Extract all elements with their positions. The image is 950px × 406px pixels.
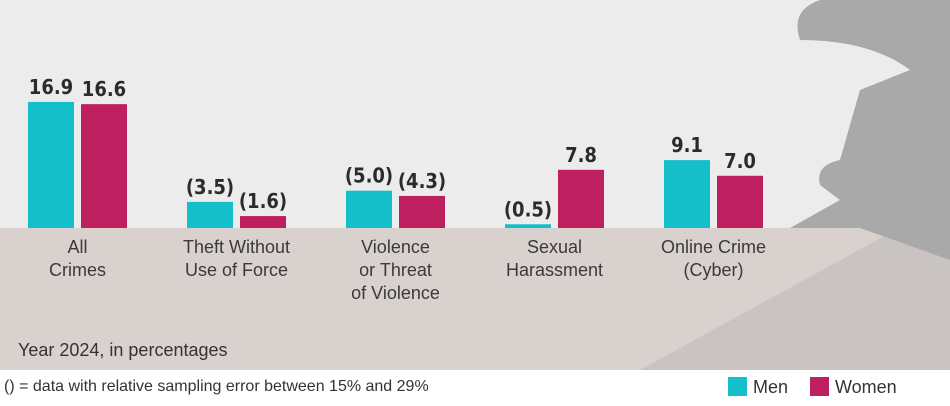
value-label: 9.1: [671, 133, 703, 157]
bar: [717, 176, 763, 228]
value-label: (4.3): [398, 169, 446, 193]
value-label: (5.0): [345, 164, 393, 188]
value-label: 7.0: [724, 149, 756, 173]
x-tick-label: Sexual Harassment: [480, 236, 630, 282]
legend-item: Women: [810, 377, 897, 398]
legend-swatch: [810, 377, 829, 396]
legend-item: Men: [728, 377, 788, 398]
value-label: (0.5): [504, 197, 552, 221]
chart: 16.9 16.6 (3.5)(1.6) (5.0)(4.3) (0.5) 7.8 9.1 7…: [0, 0, 950, 406]
legend-label: Women: [835, 377, 897, 397]
value-label: 7.8: [565, 143, 597, 167]
bar: [28, 102, 74, 228]
bar: [558, 170, 604, 228]
x-tick-label: Violence or Threat of Violence: [321, 236, 471, 305]
x-tick-label: Online Crime (Cyber): [639, 236, 789, 282]
bar: [81, 104, 127, 228]
footnote: () = data with relative sampling error b…: [4, 378, 429, 396]
value-label: 16.6: [82, 77, 126, 101]
x-tick-label: Theft Without Use of Force: [162, 236, 312, 282]
legend-label: Men: [753, 377, 788, 397]
value-label: 16.9: [29, 75, 73, 99]
bar: [664, 160, 710, 228]
legend-swatch: [728, 377, 747, 396]
bar: [399, 196, 445, 228]
bar: [346, 191, 392, 228]
x-tick-label: All Crimes: [3, 236, 153, 282]
bar: [187, 202, 233, 228]
value-label: (3.5): [186, 175, 234, 199]
subtitle: Year 2024, in percentages: [18, 340, 228, 361]
bar: [240, 216, 286, 228]
bar: [505, 224, 551, 228]
value-label: (1.6): [239, 189, 287, 213]
